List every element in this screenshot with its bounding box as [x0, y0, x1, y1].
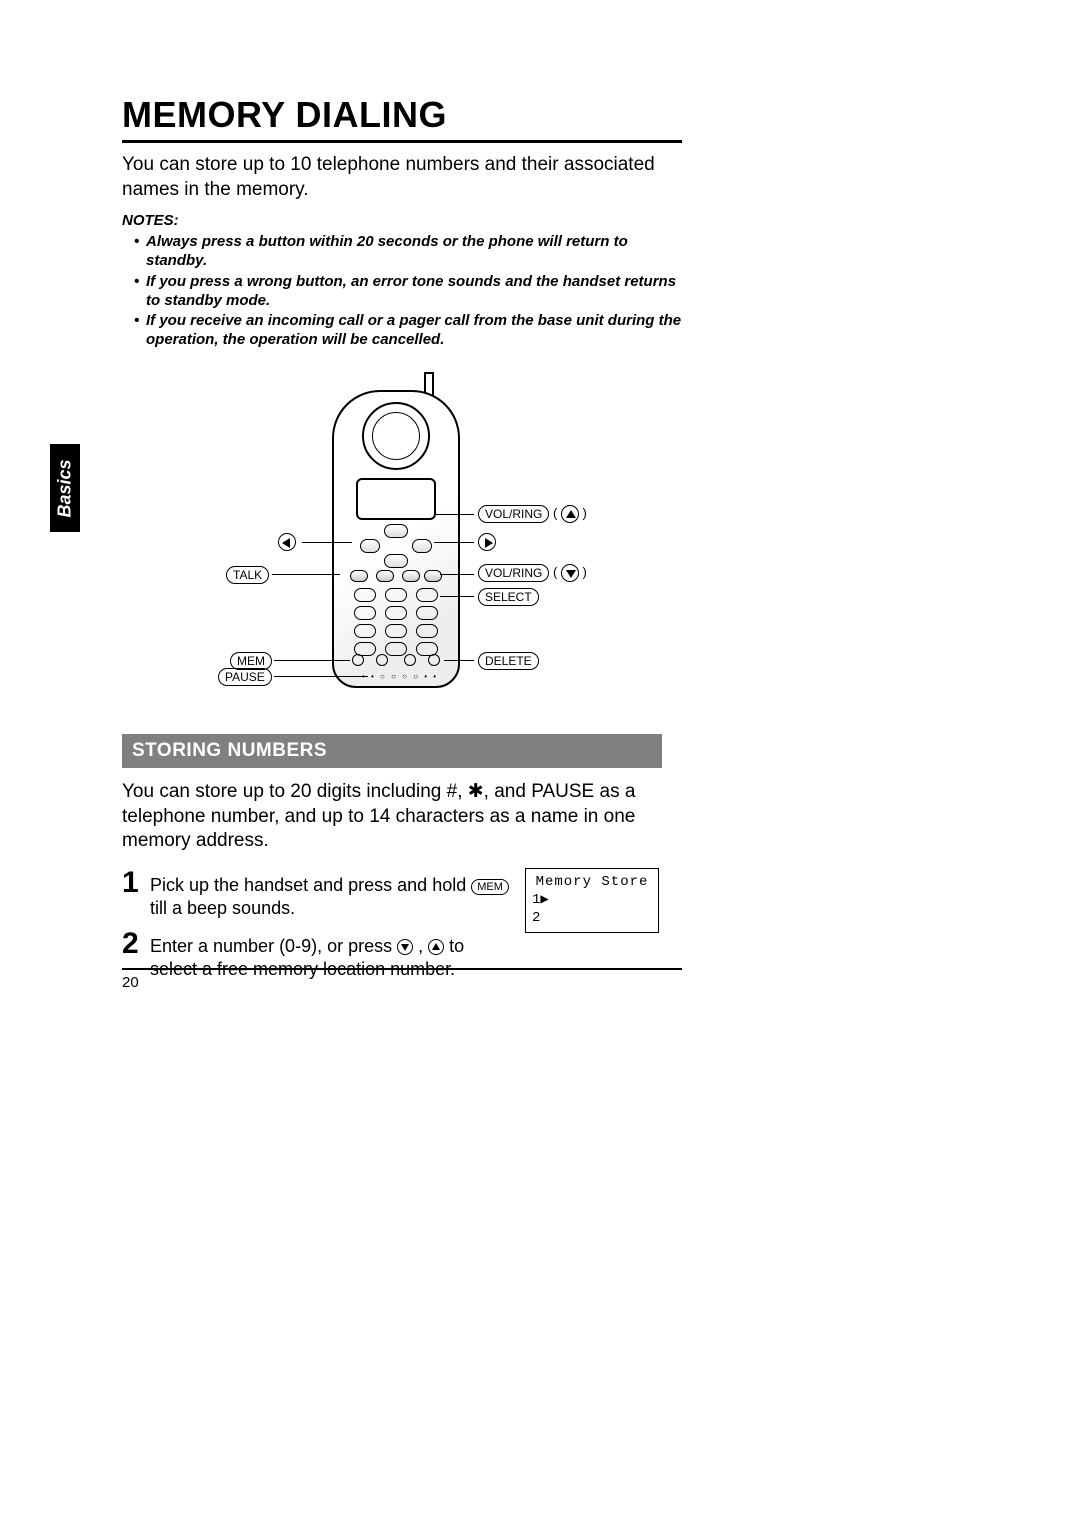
label-volring-down: VOL/RING ( ): [478, 564, 587, 582]
page-title: MEMORY DIALING: [122, 94, 682, 143]
step-text-pre: Enter a number (0-9), or press: [150, 936, 397, 956]
lcd-line-2: 1▶: [532, 891, 652, 909]
lcd-line-3: 2: [532, 909, 652, 927]
note-item: Always press a button within 20 seconds …: [134, 233, 682, 271]
section-intro: You can store up to 20 digits including …: [122, 780, 682, 854]
step-text-pre: Pick up the handset and press and hold: [150, 875, 471, 895]
btn-mem-inline: MEM: [471, 879, 509, 895]
label-select: SELECT: [478, 588, 539, 606]
label-pause: PAUSE: [218, 668, 272, 686]
notes-heading: NOTES:: [122, 212, 682, 229]
btn-volring: VOL/RING: [478, 564, 549, 582]
step-text-post: till a beep sounds.: [150, 898, 295, 918]
steps-block: 1 Pick up the handset and press and hold…: [122, 868, 682, 982]
btn-volring: VOL/RING: [478, 505, 549, 523]
down-arrow-icon: [397, 939, 413, 955]
lcd-line-1: Memory Store: [532, 873, 652, 891]
btn-delete: DELETE: [478, 652, 539, 670]
step-number: 2: [122, 929, 150, 959]
side-tab-basics: Basics: [50, 444, 80, 532]
btn-select: SELECT: [478, 588, 539, 606]
note-item: If you press a wrong button, an error to…: [134, 273, 682, 311]
step-text: Pick up the handset and press and hold M…: [150, 868, 510, 921]
footer-rule: [122, 968, 682, 970]
step-text: Enter a number (0-9), or press , to sele…: [150, 929, 510, 982]
note-item: If you receive an incoming call or a pag…: [134, 312, 682, 350]
page-content: MEMORY DIALING You can store up to 10 te…: [122, 94, 682, 990]
section-header: STORING NUMBERS: [122, 734, 662, 768]
step-number: 1: [122, 868, 150, 898]
phone-illustration: • • ○ ○ ○ ○ • •: [332, 374, 460, 689]
up-arrow-icon: [561, 505, 579, 523]
side-tab-label: Basics: [55, 459, 76, 517]
label-left-arrow: [278, 533, 296, 551]
label-talk: TALK: [226, 566, 269, 584]
up-arrow-icon: [428, 939, 444, 955]
down-arrow-icon: [561, 564, 579, 582]
right-arrow-icon: [478, 533, 496, 551]
page-number: 20: [122, 974, 139, 991]
intro-text: You can store up to 10 telephone numbers…: [122, 153, 682, 202]
btn-talk: TALK: [226, 566, 269, 584]
lcd-display: Memory Store 1▶ 2: [525, 868, 659, 933]
label-right-arrow: [478, 533, 496, 551]
label-volring-up: VOL/RING ( ): [478, 505, 587, 523]
step-2: 2 Enter a number (0-9), or press , to se…: [122, 929, 682, 982]
label-delete: DELETE: [478, 652, 539, 670]
left-arrow-icon: [278, 533, 296, 551]
handset-diagram: • • ○ ○ ○ ○ • • VOL/RING ( ) VOL/RING ( …: [122, 374, 682, 714]
notes-list: Always press a button within 20 seconds …: [122, 233, 682, 350]
btn-pause: PAUSE: [218, 668, 272, 686]
